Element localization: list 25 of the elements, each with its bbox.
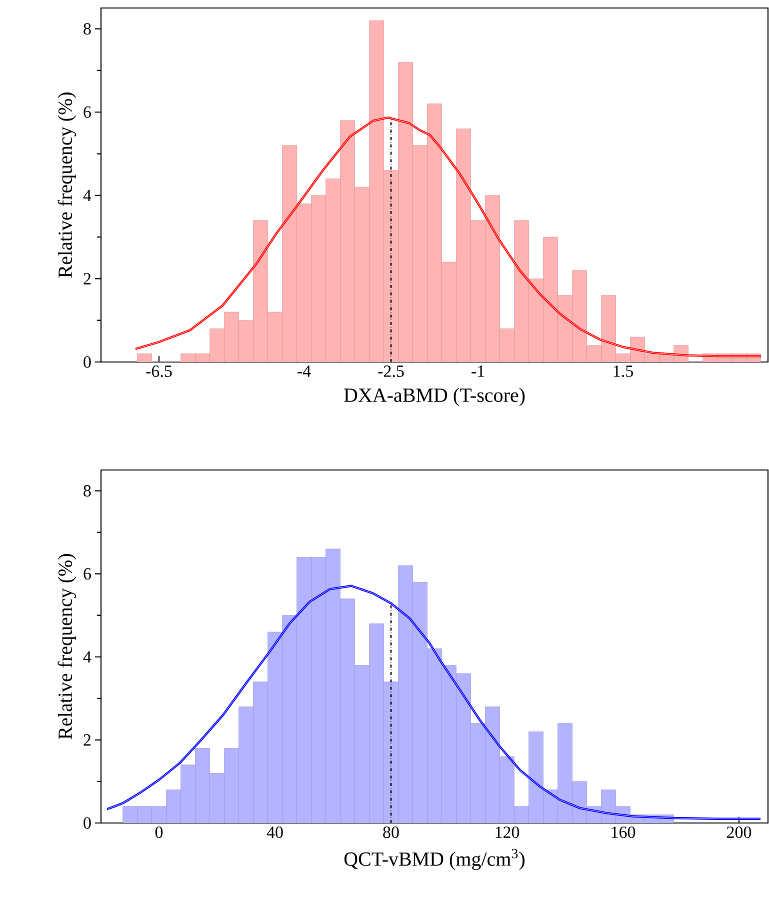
x-tick-label: -1 xyxy=(472,366,484,377)
x-axis-title: QCT-vBMD (mg/cm$^{3}$) xyxy=(344,848,525,870)
x-tick-label: 40 xyxy=(266,826,283,838)
y-axis-title: Relative frequency (%) xyxy=(58,92,76,278)
y-tick-label: 8 xyxy=(84,23,91,35)
x-tick-label: -6.5 xyxy=(146,366,172,378)
y-tick-label: 6 xyxy=(84,568,91,580)
y-tick-label: 2 xyxy=(84,273,91,284)
x-tick-label: 0 xyxy=(155,826,163,838)
x-axis-title: DXA-aBMD (T-score) xyxy=(344,388,525,406)
y-tick-label: 2 xyxy=(84,734,91,746)
x-tick-label: 120 xyxy=(496,826,520,838)
x-tick-label: 160 xyxy=(612,826,636,838)
y-tick-label: 6 xyxy=(84,106,91,118)
x-tick-label: -4 xyxy=(298,366,311,377)
y-tick-label: 8 xyxy=(84,485,91,497)
y-tick-label: 0 xyxy=(84,356,91,368)
y-tick-label: 4 xyxy=(83,190,92,202)
y-axis-title: Relative frequency (%) xyxy=(58,554,76,740)
y-tick-label: 4 xyxy=(83,651,92,662)
y-tick-label: 0 xyxy=(84,817,91,829)
x-tick-label: 80 xyxy=(383,826,399,838)
x-tick-label: 1.5 xyxy=(614,366,633,377)
x-tick-label: -2.5 xyxy=(378,366,404,378)
x-tick-label: 200 xyxy=(727,826,752,838)
